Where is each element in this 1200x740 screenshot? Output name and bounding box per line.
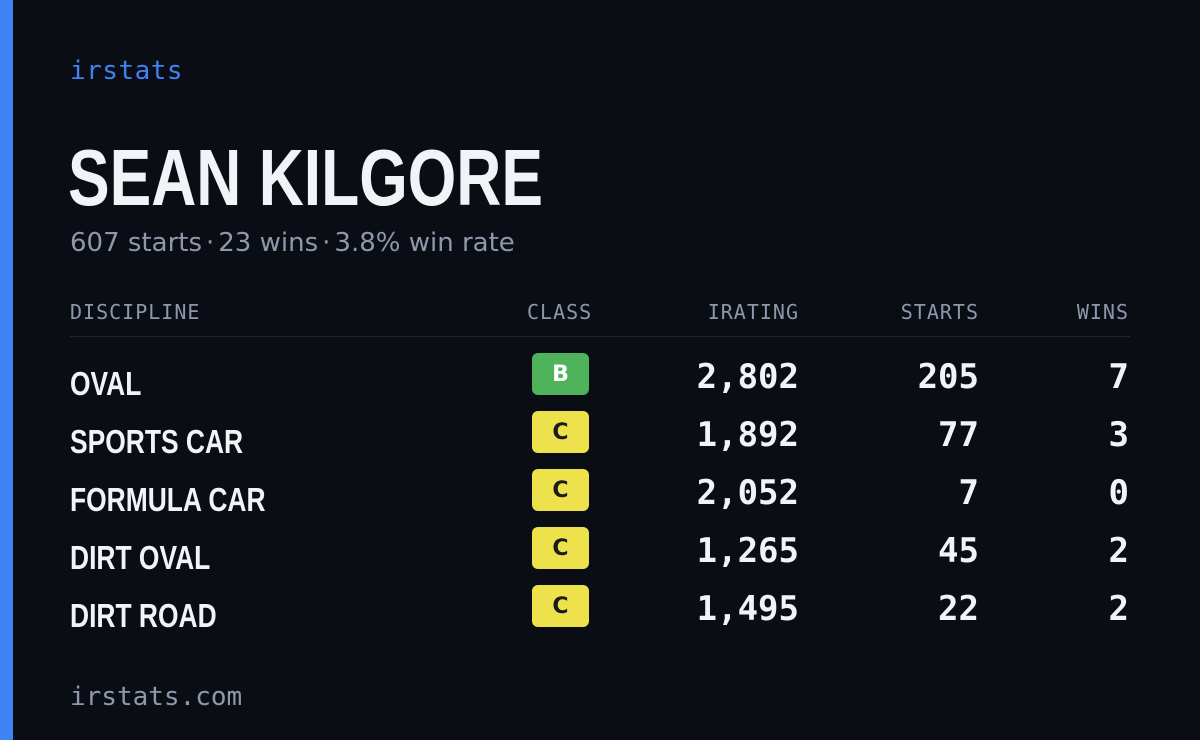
irating-cell: 1,892 [696, 415, 799, 455]
header-discipline: DISCIPLINE [70, 300, 201, 324]
wins-cell: 2 [1108, 589, 1129, 629]
header-wins: WINS [1076, 300, 1129, 324]
starts-count: 607 starts [70, 228, 202, 258]
starts-cell: 22 [938, 589, 979, 629]
table-row: OVAL B 2,802 205 7 [70, 353, 1130, 411]
wins-cell: 0 [1108, 473, 1129, 513]
accent-bar [0, 0, 13, 740]
footer-url[interactable]: irstats.com [70, 682, 243, 712]
header-irating: IRATING [707, 300, 799, 324]
table-row: FORMULA CAR C 2,052 7 0 [70, 469, 1130, 527]
table-body: OVAL B 2,802 205 7 SPORTS CAR C 1,892 77… [70, 353, 1130, 643]
driver-summary: 607 starts · 23 wins · 3.8% win rate [70, 228, 515, 258]
starts-cell: 7 [958, 473, 979, 513]
irating-cell: 2,802 [696, 357, 799, 397]
wins-cell: 2 [1108, 531, 1129, 571]
table-header: DISCIPLINE CLASS IRATING STARTS WINS [70, 298, 1130, 337]
driver-name: SEAN KILGORE [68, 133, 543, 222]
table-row: DIRT ROAD C 1,495 22 2 [70, 585, 1130, 643]
irating-cell: 2,052 [696, 473, 799, 513]
win-rate: 3.8% win rate [334, 228, 515, 258]
irating-cell: 1,265 [696, 531, 799, 571]
wins-cell: 7 [1108, 357, 1129, 397]
brand-logo: irstats [70, 56, 184, 86]
starts-cell: 45 [938, 531, 979, 571]
table-row: DIRT OVAL C 1,265 45 2 [70, 527, 1130, 585]
header-starts: STARTS [900, 300, 979, 324]
discipline-cell: SPORTS CAR [70, 423, 244, 460]
discipline-cell: OVAL [70, 365, 142, 402]
class-badge: C [532, 411, 589, 453]
stats-table: DISCIPLINE CLASS IRATING STARTS WINS OVA… [70, 298, 1130, 634]
wins-cell: 3 [1108, 415, 1129, 455]
table-row: SPORTS CAR C 1,892 77 3 [70, 411, 1130, 469]
class-badge: C [532, 469, 589, 511]
separator: · [322, 228, 331, 258]
starts-cell: 205 [917, 357, 979, 397]
irating-cell: 1,495 [696, 589, 799, 629]
class-badge: B [532, 353, 589, 395]
class-badge: C [532, 585, 589, 627]
discipline-cell: DIRT ROAD [70, 597, 217, 634]
starts-cell: 77 [938, 415, 979, 455]
class-badge: C [532, 527, 589, 569]
discipline-cell: FORMULA CAR [70, 481, 266, 518]
header-class: CLASS [527, 300, 593, 324]
separator: · [206, 228, 215, 258]
wins-count: 23 wins [218, 228, 319, 258]
discipline-cell: DIRT OVAL [70, 539, 211, 576]
